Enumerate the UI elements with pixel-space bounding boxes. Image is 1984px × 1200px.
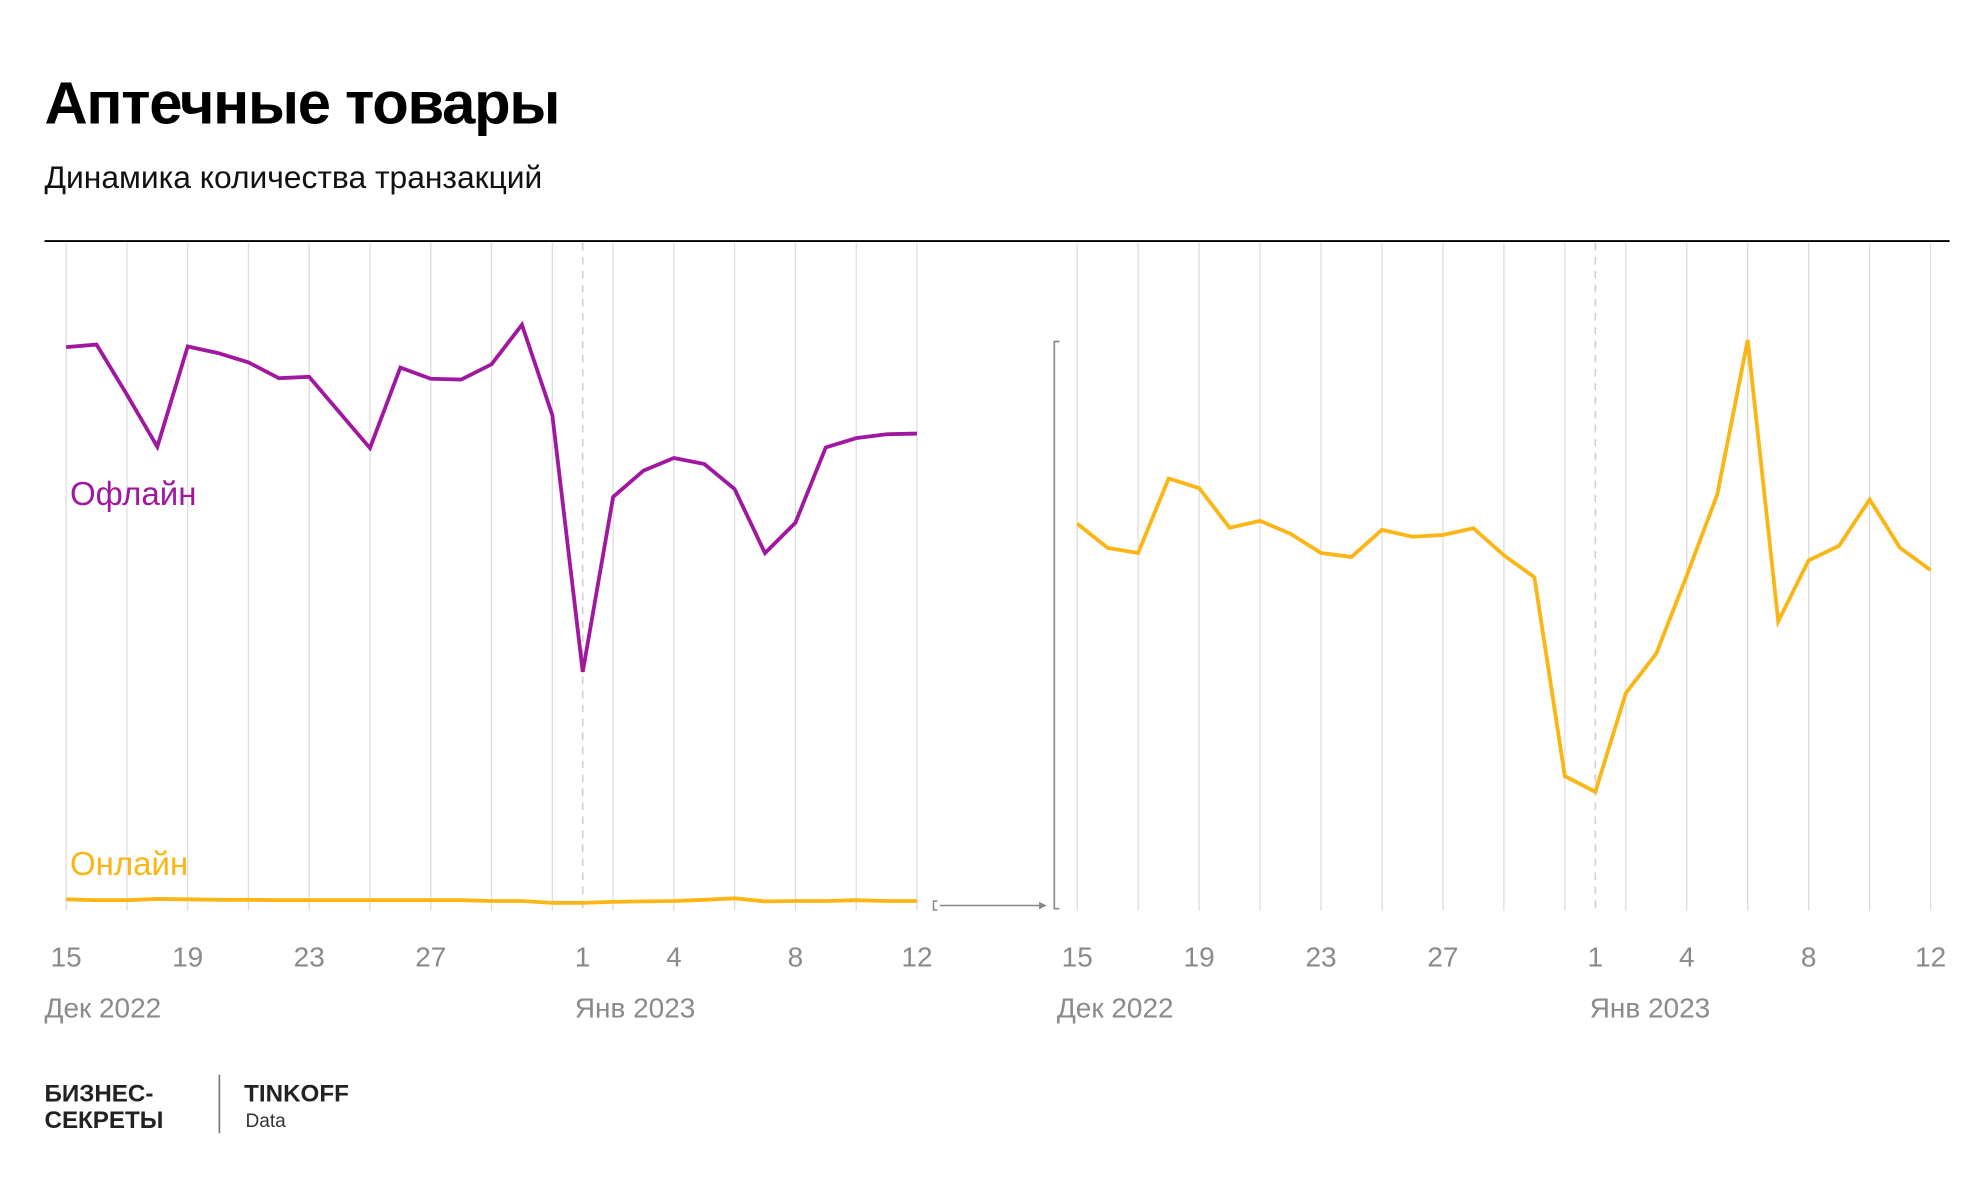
x-tick-label: 12 [1915, 942, 1946, 973]
series-label-online: Онлайн [70, 846, 188, 883]
logo-tinkoff-data: Data [245, 1111, 286, 1132]
x-tick-label: 27 [1427, 942, 1458, 973]
series-label-offline: Офлайн [70, 476, 197, 513]
x-tick-label: 23 [1305, 942, 1336, 973]
right-series [1076, 339, 1932, 795]
logo-biznes-sekrety-line1: БИЗНЕС- [45, 1080, 154, 1107]
footer-logos: БИЗНЕС- СЕКРЕТЫ TINKOFF Data [45, 1074, 349, 1134]
left-chart: 15 19 23 27 1 4 8 12 Дек 2022 Янв 2023 Офлайн О… [45, 242, 933, 1023]
x-tick-label: 15 [51, 942, 82, 973]
left-series [65, 320, 918, 905]
x-tick-label: 15 [1062, 942, 1093, 973]
x-tick-label: 1 [1588, 942, 1604, 973]
right-month-label-dec: Дек 2022 [1057, 992, 1174, 1023]
left-x-axis: 15 19 23 27 1 4 8 12 [51, 942, 933, 973]
x-tick-label: 19 [1184, 942, 1215, 973]
x-tick-label: 4 [666, 942, 682, 973]
page-subtitle: Динамика количества транзакций [45, 159, 543, 195]
arrow-right-icon [1039, 901, 1047, 910]
right-chart: 15 19 23 27 1 4 8 12 Дек 2022 Янв 2023 [1057, 242, 1946, 1023]
x-tick-label: 27 [415, 942, 446, 973]
logo-tinkoff: TINKOFF [244, 1080, 349, 1107]
page-title: Аптечные товары [45, 69, 560, 136]
left-month-label-jan: Янв 2023 [575, 992, 696, 1023]
logo-biznes-sekrety-line2: СЕКРЕТЫ [45, 1107, 164, 1134]
x-tick-label: 1 [575, 942, 591, 973]
right-month-label-jan: Янв 2023 [1590, 992, 1711, 1023]
left-month-label-dec: Дек 2022 [45, 992, 162, 1023]
x-tick-label: 4 [1679, 942, 1695, 973]
zoom-bracket-small [932, 900, 938, 911]
x-tick-label: 19 [172, 942, 203, 973]
right-x-axis: 15 19 23 27 1 4 8 12 [1062, 942, 1946, 973]
x-tick-label: 8 [788, 942, 804, 973]
left-gridlines [65, 242, 918, 911]
zoom-bracket-large [1053, 340, 1060, 910]
x-tick-label: 12 [901, 942, 932, 973]
x-tick-label: 23 [294, 942, 325, 973]
x-tick-label: 8 [1801, 942, 1817, 973]
zoom-connector [932, 340, 1060, 911]
